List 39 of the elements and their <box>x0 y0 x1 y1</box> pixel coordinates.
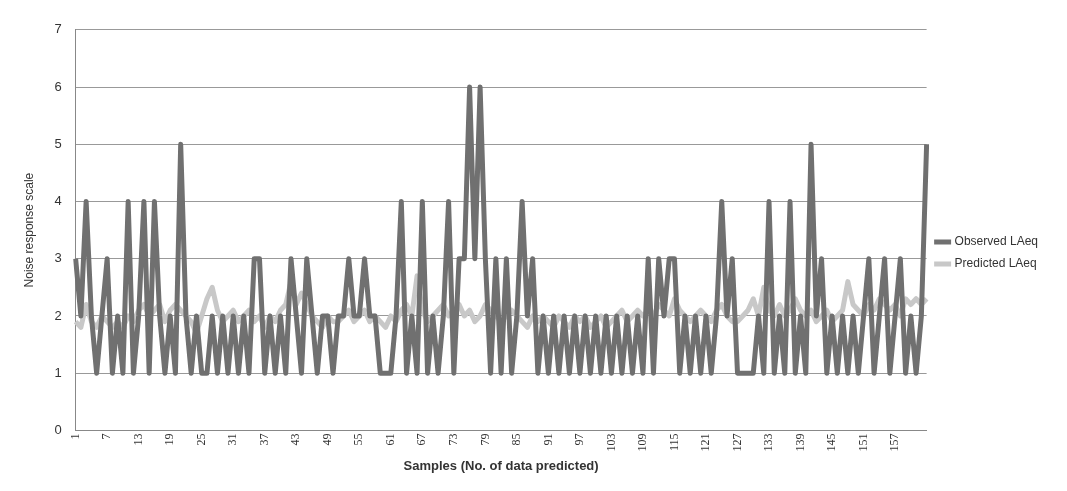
legend-label: Predicted LAeq <box>954 256 1037 271</box>
x-tick-label: 7 <box>99 433 114 440</box>
x-tick-label: 157 <box>887 433 902 452</box>
y-tick-label: 6 <box>54 78 62 94</box>
y-tick-label: 4 <box>54 193 62 209</box>
y-tick-label: 5 <box>54 135 62 151</box>
x-tick-label: 79 <box>477 433 492 446</box>
x-tick-label: 97 <box>572 433 587 446</box>
x-tick-label: 13 <box>130 433 145 446</box>
x-tick-label: 49 <box>319 433 334 446</box>
x-tick-label: 55 <box>351 433 366 446</box>
x-tick-label: 1 <box>67 433 82 440</box>
x-tick-label: 61 <box>382 433 397 446</box>
x-tick-label: 31 <box>225 433 240 446</box>
x-tick-label: 85 <box>509 433 524 446</box>
x-tick-label: 91 <box>540 433 555 446</box>
legend-label: Observed LAeq <box>954 234 1039 249</box>
y-axis-title: Noise response scale <box>21 172 36 288</box>
x-tick-label: 67 <box>414 433 429 446</box>
x-tick-label: 109 <box>635 433 650 452</box>
x-tick-label: 25 <box>193 433 208 446</box>
y-tick-label: 3 <box>54 250 62 266</box>
x-tick-label: 73 <box>446 433 460 446</box>
x-axis-title: Samples (No. of data predicted) <box>403 457 599 473</box>
y-tick-label: 0 <box>54 421 62 437</box>
x-tick-label: 151 <box>855 433 870 452</box>
x-tick-label: 133 <box>761 433 776 452</box>
y-tick-label: 1 <box>54 364 62 380</box>
x-tick-label: 19 <box>162 433 177 446</box>
y-tick-label: 2 <box>54 307 62 323</box>
x-tick-label: 43 <box>288 433 303 446</box>
x-tick-label: 121 <box>698 433 713 452</box>
y-tick-label: 7 <box>54 21 62 37</box>
x-tick-label: 103 <box>603 433 618 452</box>
x-tick-label: 145 <box>824 433 839 452</box>
x-tick-label: 37 <box>256 433 271 446</box>
x-tick-label: 115 <box>666 433 681 451</box>
x-tick-label: 139 <box>792 433 807 452</box>
x-tick-label: 127 <box>729 433 744 452</box>
